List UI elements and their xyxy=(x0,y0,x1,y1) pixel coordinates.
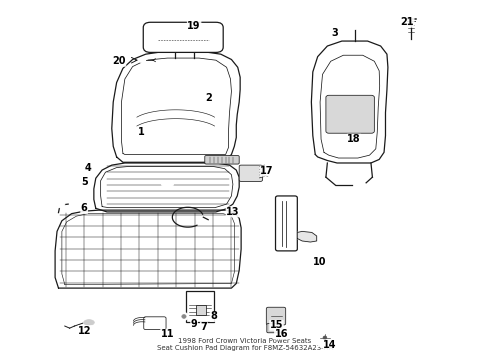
FancyBboxPatch shape xyxy=(239,165,263,181)
Circle shape xyxy=(55,201,65,208)
Circle shape xyxy=(350,22,360,30)
Ellipse shape xyxy=(180,312,188,320)
Polygon shape xyxy=(112,52,240,162)
Text: 1998 Ford Crown Victoria Power Seats
Seat Cushion Pad Diagram for F8MZ-54632A23-: 1998 Ford Crown Victoria Power Seats Sea… xyxy=(157,338,333,351)
Text: 8: 8 xyxy=(210,311,217,321)
Text: 11: 11 xyxy=(161,329,174,339)
FancyBboxPatch shape xyxy=(205,156,239,164)
Ellipse shape xyxy=(84,320,95,325)
Text: 13: 13 xyxy=(226,207,240,217)
Bar xyxy=(186,291,214,323)
Text: 19: 19 xyxy=(187,21,201,31)
Text: 20: 20 xyxy=(112,56,126,66)
Text: 15: 15 xyxy=(270,320,283,330)
Text: 14: 14 xyxy=(323,340,337,350)
Text: 2: 2 xyxy=(205,94,212,103)
FancyBboxPatch shape xyxy=(326,95,374,133)
Text: 3: 3 xyxy=(331,28,338,38)
Ellipse shape xyxy=(323,336,327,339)
Ellipse shape xyxy=(315,328,335,347)
Text: 16: 16 xyxy=(274,329,288,339)
Text: 18: 18 xyxy=(347,134,361,144)
Bar xyxy=(196,306,206,315)
Text: 12: 12 xyxy=(78,326,92,336)
Text: 7: 7 xyxy=(200,322,207,332)
Polygon shape xyxy=(94,163,239,212)
Text: 6: 6 xyxy=(81,203,88,213)
Ellipse shape xyxy=(161,181,173,188)
FancyBboxPatch shape xyxy=(267,324,282,333)
Text: 17: 17 xyxy=(260,166,273,176)
Polygon shape xyxy=(311,41,388,163)
Text: 10: 10 xyxy=(313,257,327,266)
Ellipse shape xyxy=(79,317,99,328)
FancyBboxPatch shape xyxy=(144,317,166,329)
Text: 9: 9 xyxy=(191,319,197,329)
Ellipse shape xyxy=(182,315,186,318)
Text: 5: 5 xyxy=(81,177,88,187)
Circle shape xyxy=(139,57,147,63)
Polygon shape xyxy=(55,210,241,288)
FancyBboxPatch shape xyxy=(143,22,223,53)
FancyBboxPatch shape xyxy=(275,196,297,251)
Text: 21: 21 xyxy=(400,17,414,27)
Polygon shape xyxy=(297,231,317,242)
Ellipse shape xyxy=(318,332,331,344)
FancyBboxPatch shape xyxy=(267,307,286,325)
Text: 1: 1 xyxy=(138,127,144,137)
Text: 4: 4 xyxy=(84,163,91,172)
